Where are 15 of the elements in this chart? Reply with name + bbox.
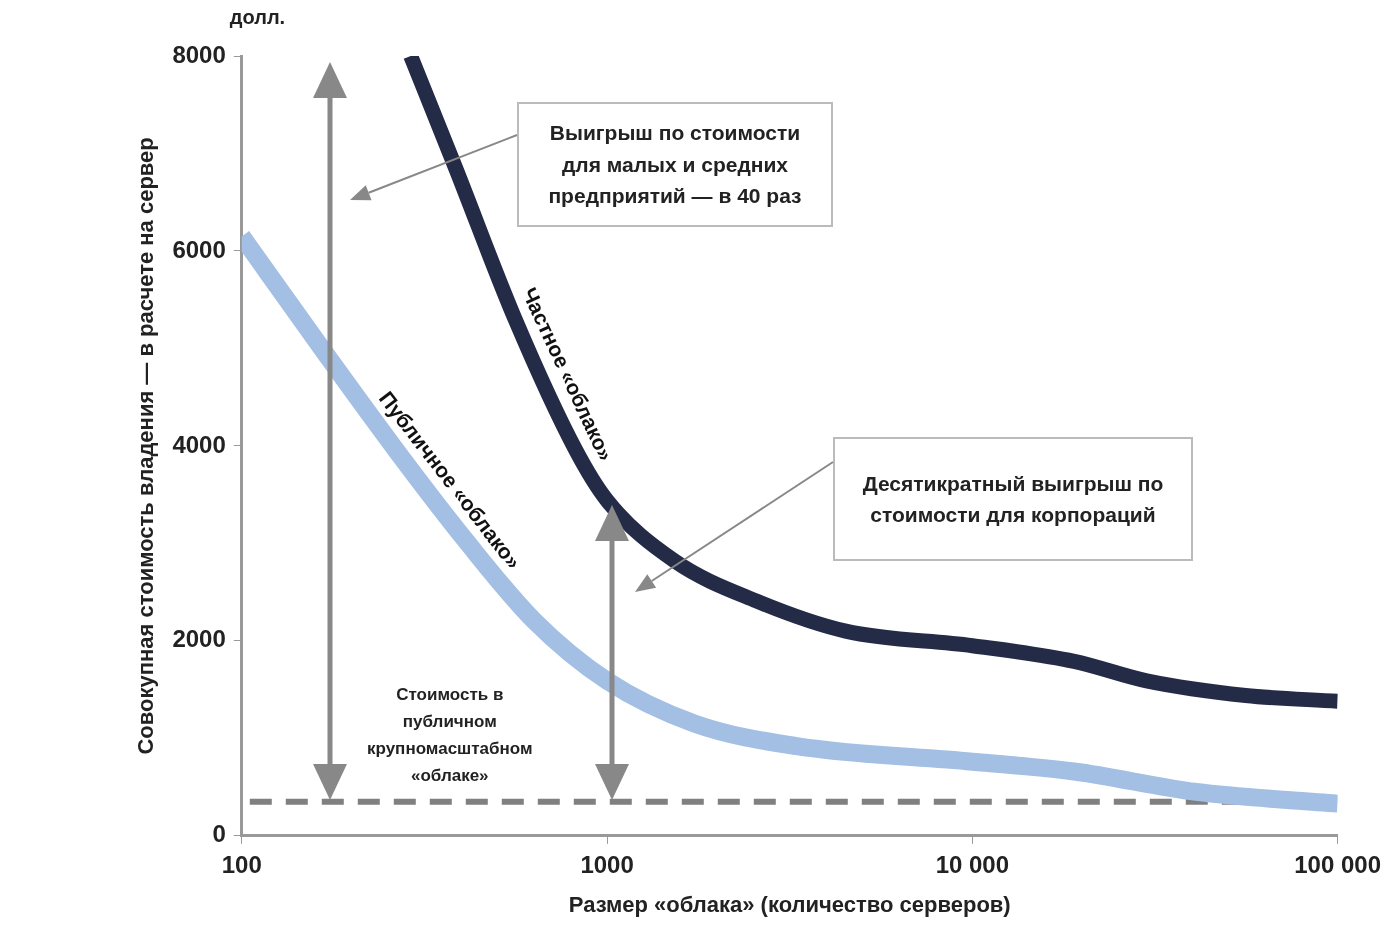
ref-line-label: Стоимость в публичном крупномасштабном «облаке» [359, 680, 540, 790]
y-tick-label: 6000 [172, 235, 226, 263]
x-tick-label: 100 000 [1294, 850, 1382, 878]
y-tick-label: 8000 [172, 40, 226, 68]
y-tick-label: 4000 [172, 430, 226, 458]
y-axis-title: Совокупная стоимость владения — в расчете на сервер [133, 137, 159, 755]
x-tick-label: 1000 [580, 850, 634, 878]
x-tick-label: 100 [221, 850, 262, 878]
callout-box: Выигрыш по стоимости для малых и средних предприятий — в 40 раз [517, 102, 833, 227]
y-tick-label: 0 [212, 820, 226, 848]
y-tick-label: 2000 [172, 625, 226, 653]
callout-box: Десятикратный выигрыш по стоимости для корпораций [833, 437, 1193, 561]
x-axis-title: Размер «облака» (количество серверов) [568, 891, 1011, 917]
text: долл. [229, 6, 286, 29]
x-tick-label: 10 000 [935, 850, 1010, 878]
